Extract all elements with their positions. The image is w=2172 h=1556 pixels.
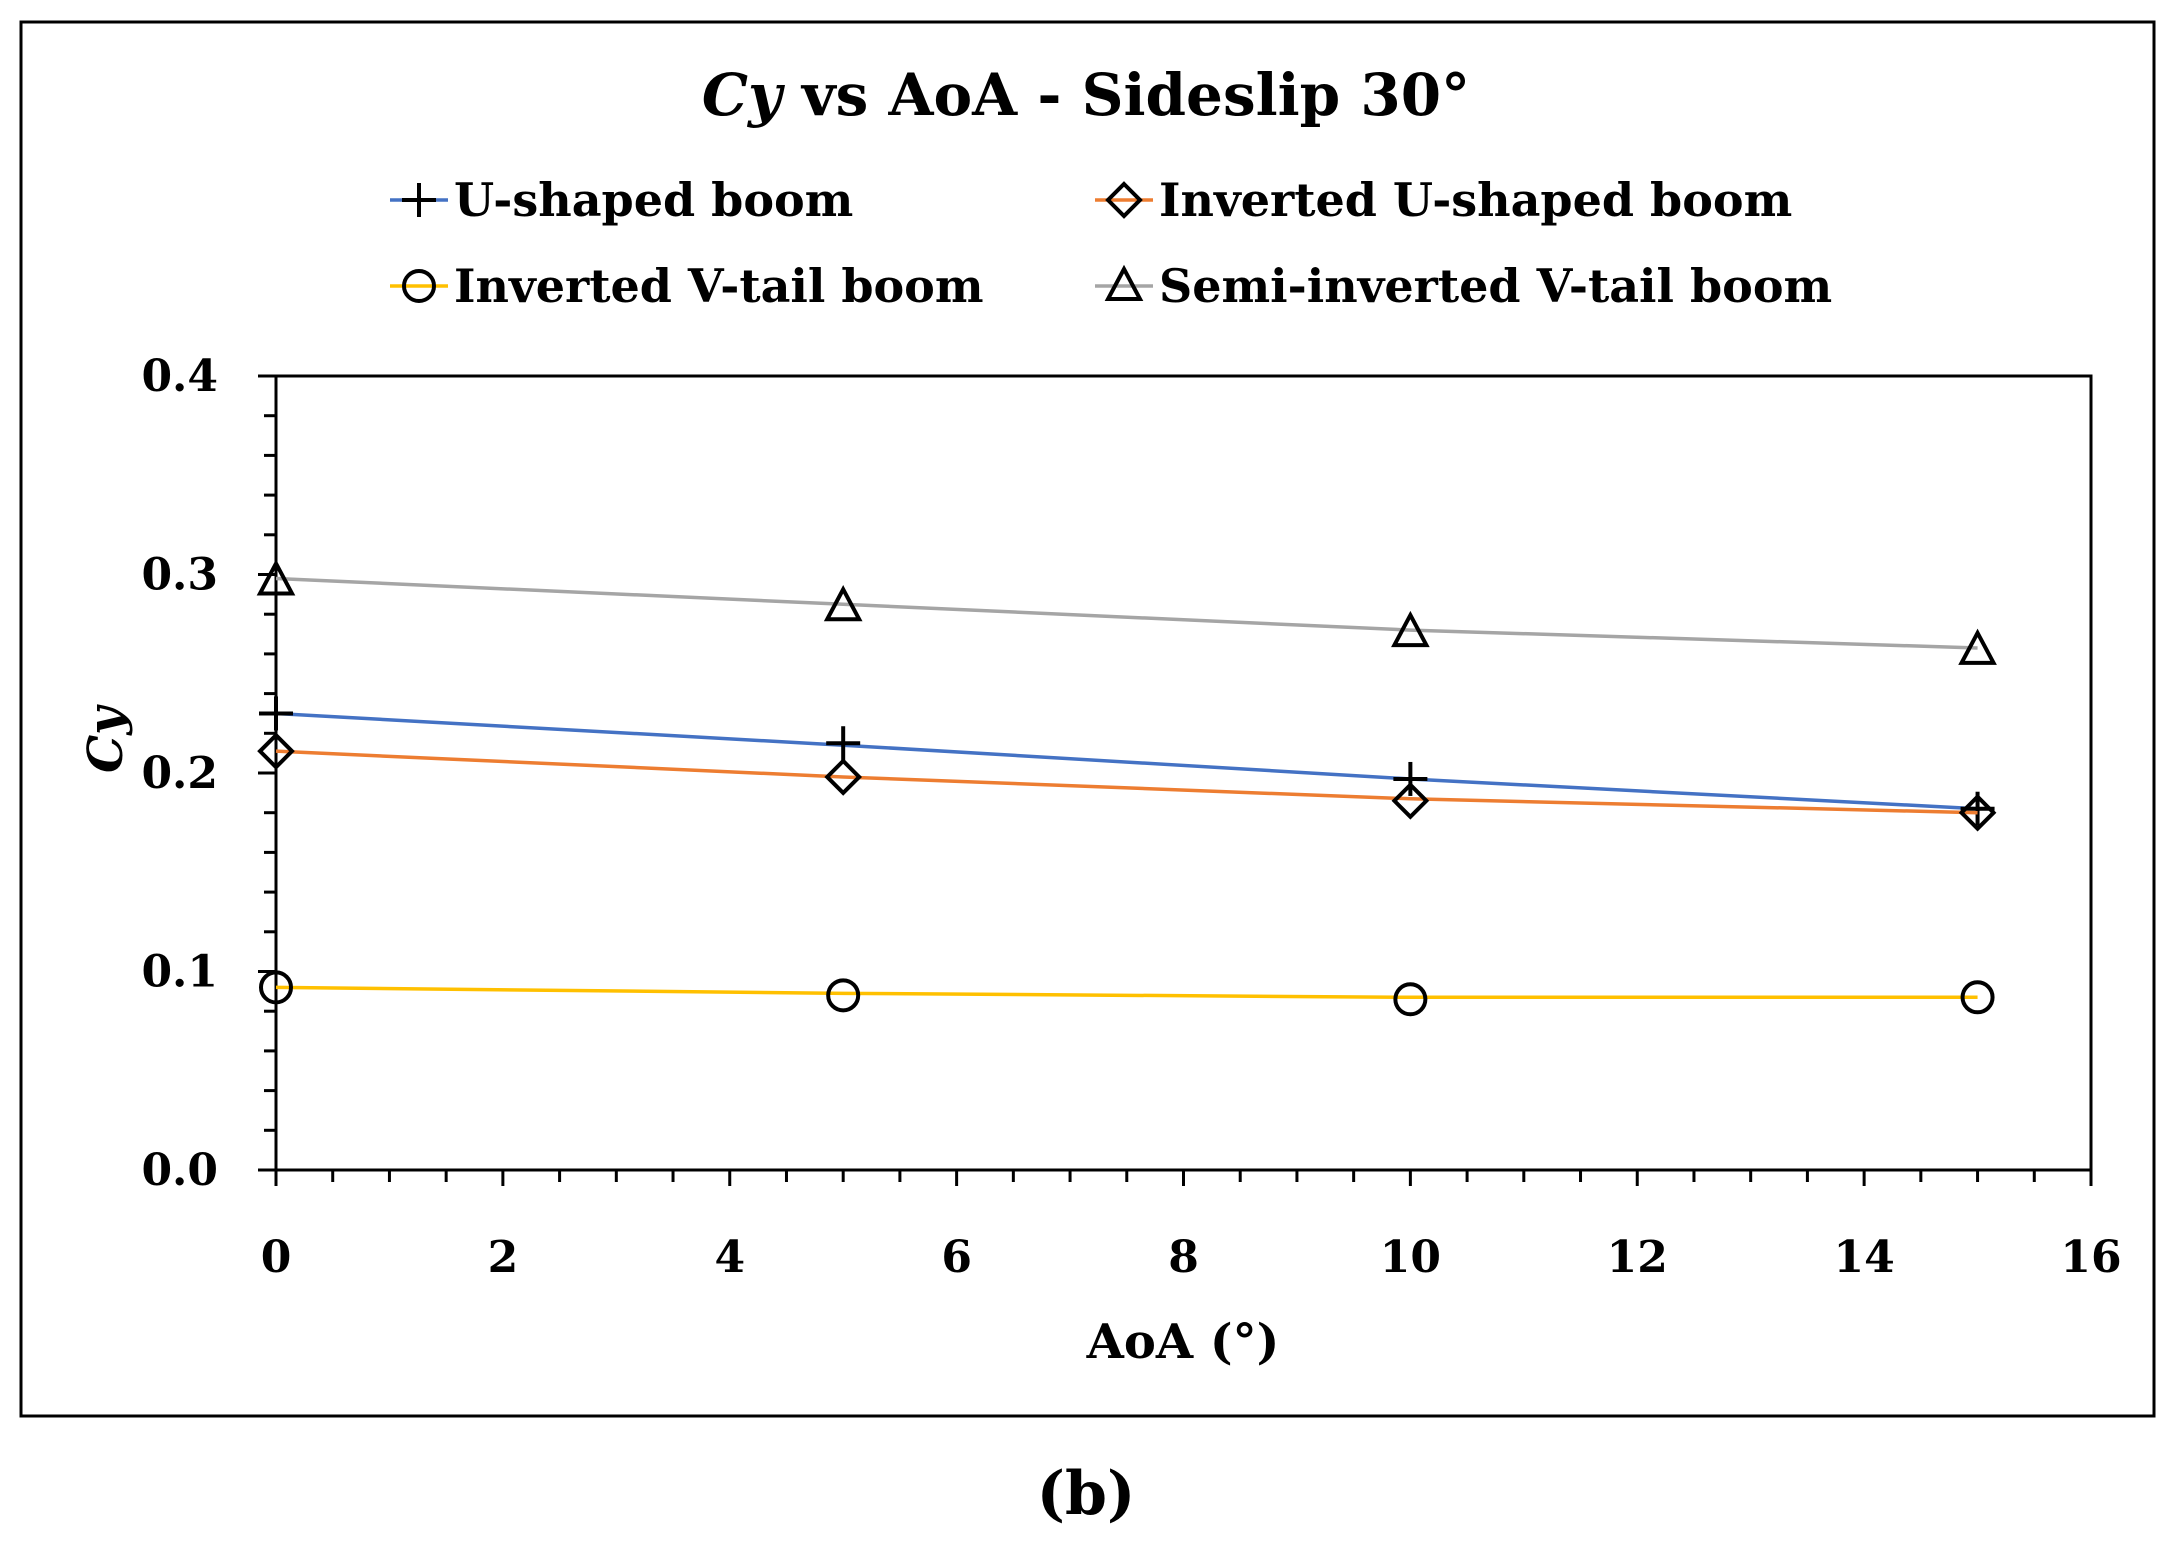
y-tick-label: 0.4 [141, 351, 218, 402]
data-point-plus [259, 696, 293, 731]
axes: 0 2 4 6 8 10 12 14 16 0.0 0.1 0.2 0.3 0.4 [141, 351, 2121, 1283]
legend-label: Inverted U-shaped boom [1159, 173, 1792, 227]
data-point-triangle [256, 559, 296, 596]
x-tick-label: 12 [1607, 1232, 1668, 1283]
series-3 [256, 559, 1997, 665]
y-tick-label: 0.2 [141, 748, 218, 799]
data-point-diamond [824, 758, 863, 796]
title-prefix: Cy [702, 61, 786, 129]
legend-label: Inverted V-tail boom [454, 259, 984, 313]
data-point-triangle [1958, 628, 1997, 665]
y-tick-label: 0.0 [141, 1145, 218, 1196]
x-tick-label: 6 [941, 1232, 972, 1283]
title-suffix: vs AoA - Sideslip 30° [782, 61, 1470, 129]
figure-caption: (b) [1037, 1459, 1136, 1529]
data-point-circle [1960, 980, 1995, 1015]
x-tick-label: 4 [714, 1232, 745, 1283]
x-tick-label: 0 [261, 1232, 292, 1283]
series-line [275, 711, 1978, 811]
y-axis-label: Cy [78, 704, 134, 773]
data-point-triangle [1391, 610, 1430, 648]
data-point-diamond [1391, 781, 1430, 820]
data-point-circle [826, 978, 861, 1013]
y-tick-label: 0.1 [141, 947, 218, 998]
x-axis-label: AoA (°) [1086, 1314, 1280, 1370]
x-tick-label: 14 [1834, 1232, 1895, 1283]
series-1 [257, 732, 1997, 832]
figure-frame [19, 20, 2156, 1418]
legend-label: Semi-inverted V-tail boom [1159, 259, 1832, 313]
series-line [275, 985, 1978, 1000]
legend-marker-circle [402, 269, 436, 303]
legend-entry: U-shaped boom [390, 173, 853, 227]
data-point-circle [1393, 982, 1428, 1017]
series-2 [259, 970, 1995, 1017]
series-layer [256, 559, 1997, 1017]
x-tick-label: 10 [1380, 1232, 1441, 1283]
x-tick-label: 2 [488, 1232, 519, 1283]
legend-entry: Inverted U-shaped boom [1095, 173, 1792, 227]
legend-entry: Semi-inverted V-tail boom [1095, 259, 1832, 313]
series-line [275, 749, 1978, 815]
legend-marker-diamond [1105, 181, 1143, 219]
data-point-circle [259, 970, 293, 1005]
legend-label: U-shaped boom [454, 173, 853, 227]
x-tick-label: 16 [2060, 1232, 2121, 1283]
legend-entry: Inverted V-tail boom [390, 259, 984, 313]
x-tick-label: 8 [1168, 1232, 1199, 1283]
data-point-plus [826, 726, 861, 761]
y-tick-label: 0.3 [141, 550, 218, 601]
series-line [275, 576, 1978, 650]
legend-marker-triangle [1104, 264, 1144, 301]
data-point-diamond [257, 732, 295, 770]
legend: U-shaped boom Inverted U-shaped boom Inver… [390, 173, 1832, 313]
data-point-plus [1393, 761, 1428, 796]
legend-marker-plus [402, 183, 436, 217]
chart-title: Cy vs AoA - Sideslip 30° [702, 61, 1470, 129]
data-point-triangle [823, 585, 863, 622]
data-point-diamond [1958, 793, 1997, 832]
